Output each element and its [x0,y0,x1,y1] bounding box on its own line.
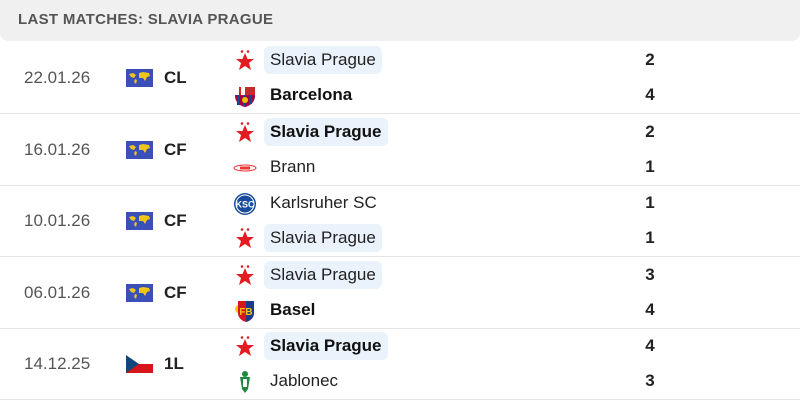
team-home[interactable]: Slavia Prague [232,46,632,76]
team-name[interactable]: Barcelona [270,85,353,104]
match-date: 14.12.25 [24,354,91,373]
team-home[interactable]: Slavia Prague [232,332,632,362]
world-icon [126,140,153,159]
brann-logo-icon [232,156,258,180]
slavia-star-icon [232,335,258,359]
team-away[interactable]: Jablonec [232,367,632,397]
competition-label: CL [164,68,187,87]
team-away[interactable]: FB Basel [232,296,632,326]
slavia-star-icon [232,121,258,145]
score-away: 1 [645,228,655,247]
jablonec-logo-icon [232,370,258,394]
world-icon [126,283,153,302]
competition-label: CF [164,139,187,159]
competition-label: 1L [164,354,184,373]
competition-label: CF [164,282,187,302]
score-away: 4 [645,85,655,104]
team-name[interactable]: Jablonec [270,371,339,390]
score-home: 1 [645,193,655,212]
score-away: 1 [645,156,655,176]
team-name[interactable]: Slavia Prague [264,224,382,252]
world-icon [126,69,153,87]
team-name[interactable]: Slavia Prague [264,117,388,146]
world-icon [126,212,153,230]
team-home[interactable]: KSC Karlsruher SC [232,189,632,219]
score-away: 3 [645,371,655,390]
match-row[interactable]: 16.01.26 CF Slavia Prague 2 Brann 1 [0,114,800,186]
team-home[interactable]: Slavia Prague [232,117,632,148]
score-home: 2 [645,50,655,69]
match-date: 10.01.26 [24,211,91,230]
team-name[interactable]: Slavia Prague [264,332,388,360]
team-name[interactable]: Basel [270,299,316,319]
score-home: 4 [645,336,655,355]
competition-label: CF [164,211,187,230]
score-away: 4 [645,299,655,319]
score-home: 2 [645,121,655,141]
score-home: 3 [645,264,655,284]
team-name[interactable]: Brann [270,156,316,176]
match-date: 06.01.26 [24,282,91,302]
team-away[interactable]: Barcelona [232,81,632,111]
match-date: 22.01.26 [24,68,91,87]
basel-crest-icon: FB [232,299,258,323]
match-date: 16.01.26 [24,139,91,159]
team-away[interactable]: Brann [232,153,632,183]
slavia-star-icon [232,264,258,288]
match-row[interactable]: 06.01.26 CF Slavia Prague 3 FB Basel 4 [0,257,800,329]
section-header: LAST MATCHES: SLAVIA PRAGUE [0,0,800,41]
slavia-star-icon [232,49,258,73]
svg-text:FB: FB [239,307,252,318]
barcelona-crest-icon [232,84,258,108]
slavia-star-icon [232,227,258,251]
team-name[interactable]: Slavia Prague [264,260,382,289]
match-row[interactable]: 10.01.26 CF KSC Karlsruher SC 1 Slavia P… [0,185,800,257]
match-row[interactable]: 14.12.25 1L Slavia Prague 4 Jablonec 3 [0,328,800,400]
svg-text:KSC: KSC [235,200,255,210]
team-name[interactable]: Slavia Prague [264,46,382,74]
czech-flag-icon [126,355,153,373]
ksc-logo-icon: KSC [232,192,258,216]
match-row[interactable]: 22.01.26 CL Slavia Prague 2 Barcelona 4 [0,42,800,114]
team-away[interactable]: Slavia Prague [232,224,632,254]
team-home[interactable]: Slavia Prague [232,260,632,291]
team-name[interactable]: Karlsruher SC [270,193,377,212]
